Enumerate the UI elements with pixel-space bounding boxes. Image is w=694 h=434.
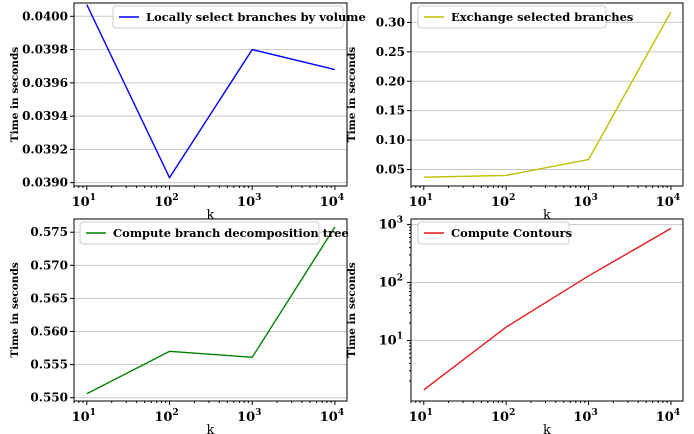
x-tick-label: 102 [491,193,515,210]
x-tick-label: 102 [154,408,178,425]
y-tick-label: 0.10 [376,133,405,147]
x-tick-label: 101 [409,193,433,210]
legend-box [79,221,320,245]
x-tick-label: 104 [320,408,344,425]
legend: Exchange selected branches [417,5,633,29]
y-tick-label: 0.565 [30,291,68,305]
legend: Compute Contours [417,221,572,245]
x-tick-label: 102 [154,193,178,210]
legend-label: Compute Contours [451,226,572,240]
x-axis-label: k [543,423,551,434]
y-tick-label: 0.0396 [22,76,68,90]
y-tick-label: 0.575 [30,225,68,239]
x-tick-label: 103 [573,193,597,210]
y-tick-label: 0.0398 [22,43,68,57]
y-tick-label: 102 [379,274,403,291]
series-line [86,226,336,395]
y-tick-label: 101 [379,331,403,348]
y-axis-label: Time in seconds [9,262,21,357]
axes-frame [410,2,684,187]
legend-box [417,221,570,245]
x-tick-label: 101 [409,408,433,425]
x-tick-label: 104 [656,193,680,210]
subplot-3: 0.550 0.555 0.560 0.565 0.570 0.575 101 102 103 1… [9,218,349,434]
y-tick-label: 0.05 [376,163,405,177]
legend-label: Compute branch decomposition tree [113,226,349,240]
y-tick-label: 0.570 [30,258,68,272]
legend: Locally select branches by volume [112,5,366,29]
subplot-2: 0.05 0.10 0.15 0.20 0.25 0.30 101 102 103 104 k Tim… [346,2,684,223]
axes-frame [73,218,348,402]
x-tick-label: 101 [72,408,96,425]
y-tick-label: 0.0390 [22,176,68,190]
y-axis-label: Time in seconds [346,47,358,142]
x-tick-label: 104 [320,193,344,210]
y-axis-label: Time in seconds [346,262,358,357]
axes-frame [73,2,348,187]
x-tick-label: 103 [237,193,261,210]
x-tick-label: 104 [656,408,680,425]
y-tick-label: 0.0394 [22,109,68,123]
y-tick-label: 0.30 [376,15,405,29]
x-axis-label: k [543,208,551,223]
y-tick-label: 0.0392 [22,142,68,156]
legend: Compute branch decomposition tree [79,221,349,245]
x-axis-label: k [207,208,215,223]
legend-box [112,5,344,29]
y-tick-label: 0.555 [30,358,68,372]
y-tick-label: 103 [379,216,403,233]
y-tick-label: 0.25 [376,45,405,59]
subplot-1: 0.0390 0.0392 0.0394 0.0396 0.0398 0.0400 101 1… [9,2,366,223]
series-line [423,11,672,178]
y-axis-label: Time in seconds [9,47,21,142]
legend-label: Locally select branches by volume [146,10,366,24]
series-line [423,227,672,391]
subplot-4: 101 102 103 101 102 103 104 k Time in seconds Com… [346,216,684,434]
legend-box [417,5,607,29]
x-axis-label: k [207,423,215,434]
legend-label: Exchange selected branches [451,10,633,24]
y-tick-label: 0.550 [30,391,68,405]
y-tick-label: 0.15 [376,104,405,118]
x-tick-label: 101 [72,193,96,210]
axes-frame [410,218,684,402]
y-tick-label: 0.560 [30,325,68,339]
x-tick-label: 103 [573,408,597,425]
series-line [86,4,336,180]
x-tick-label: 103 [237,408,261,425]
y-tick-label: 0.0400 [22,9,68,23]
x-tick-label: 102 [491,408,515,425]
y-tick-label: 0.20 [376,74,405,88]
